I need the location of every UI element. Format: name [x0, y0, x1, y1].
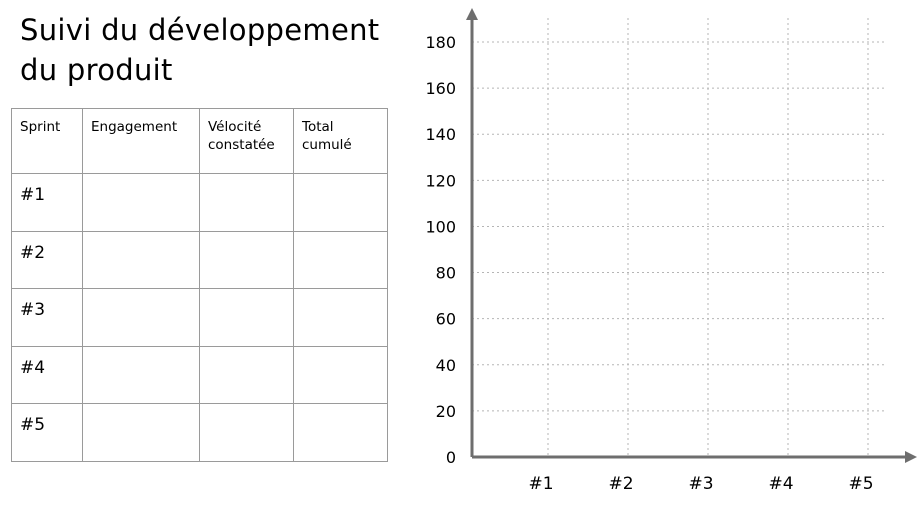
x-axis-arrow: [905, 451, 917, 463]
velocity-cell[interactable]: [199, 173, 294, 232]
y-tick-label: 80: [436, 264, 456, 283]
table-row: #5: [11, 403, 388, 462]
y-tick-label: 0: [446, 448, 456, 467]
header-total-cumule: Total cumulé: [293, 108, 388, 174]
y-tick-label: 40: [436, 356, 456, 375]
velocity-cell[interactable]: [199, 403, 294, 462]
cumulative-total-cell[interactable]: [293, 230, 388, 289]
x-tick-label: #2: [608, 474, 633, 494]
page-title: Suivi du développement du produit: [20, 10, 400, 90]
header-velocite-constatee: Vélocité constatée: [199, 108, 294, 174]
y-tick-label: 20: [436, 402, 456, 421]
engagement-cell[interactable]: [82, 345, 200, 404]
sprint-cell: #2: [11, 230, 83, 289]
sprint-cell: #5: [11, 403, 83, 462]
header-sprint: Sprint: [11, 108, 83, 174]
table-header-row: Sprint Engagement Vélocité constatée Tot…: [11, 108, 388, 174]
y-tick-label: 60: [436, 310, 456, 329]
table-row: #1: [11, 173, 388, 232]
sprint-cell: #4: [11, 345, 83, 404]
table-row: #4: [11, 345, 388, 404]
velocity-cell[interactable]: [199, 345, 294, 404]
title-line-2: du produit: [20, 53, 173, 87]
engagement-cell[interactable]: [82, 403, 200, 462]
engagement-cell[interactable]: [82, 288, 200, 347]
cumulative-total-cell[interactable]: [293, 403, 388, 462]
sprint-cell: #3: [11, 288, 83, 347]
cumulative-total-cell[interactable]: [293, 173, 388, 232]
cumulative-total-cell[interactable]: [293, 288, 388, 347]
x-tick-label: #5: [848, 474, 873, 494]
velocity-cell[interactable]: [199, 288, 294, 347]
title-line-1: Suivi du développement: [20, 13, 380, 47]
y-tick-label: 140: [425, 125, 456, 144]
y-tick-label: 160: [425, 79, 456, 98]
y-tick-label: 180: [425, 33, 456, 52]
y-tick-label: 120: [425, 171, 456, 190]
x-tick-label: #4: [768, 474, 793, 494]
x-tick-label: #3: [688, 474, 713, 494]
y-axis-arrow: [466, 8, 478, 20]
table-row: #3: [11, 288, 388, 347]
y-tick-label: 100: [425, 217, 456, 236]
x-tick-label: #1: [528, 474, 553, 494]
velocity-cell[interactable]: [199, 230, 294, 289]
sprint-tracking-table: Sprint Engagement Vélocité constatée Tot…: [11, 108, 388, 462]
sprint-cell: #1: [11, 173, 83, 232]
cumulative-total-cell[interactable]: [293, 345, 388, 404]
table-row: #2: [11, 230, 388, 289]
